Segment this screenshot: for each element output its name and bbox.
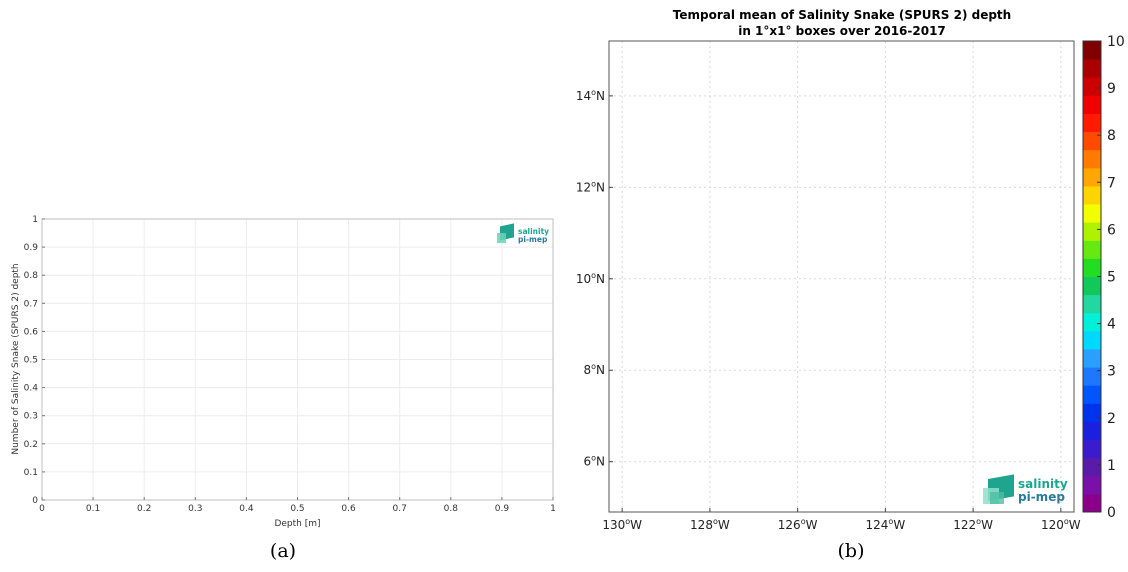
panel-b-x-tick-label: 128oW bbox=[690, 517, 730, 532]
colorbar-segment bbox=[1083, 167, 1101, 187]
panel-a-x-tick-label: 0.4 bbox=[239, 504, 254, 514]
panel-b-ticks: 130oW 128oW 126oW 124oW 122oW 120oW 6oN 8oN 10oN… bbox=[576, 88, 1081, 532]
colorbar-segment bbox=[1083, 367, 1101, 386]
panel-b-title-line1: Temporal mean of Salinity Snake (SPURS 2… bbox=[673, 8, 1011, 22]
panel-b-axes-box bbox=[608, 40, 1075, 513]
panel-b-x-tick-label: 126oW bbox=[778, 517, 818, 532]
panel-a-y-tick-label: 0.3 bbox=[24, 412, 38, 422]
panel-a-x-tick-label: 0 bbox=[39, 504, 45, 514]
caption-b: (b) bbox=[838, 540, 865, 562]
panel-a-x-tick-label: 0.7 bbox=[393, 504, 407, 514]
colorbar-segment bbox=[1083, 348, 1101, 368]
colorbar-tick-label: 4 bbox=[1107, 317, 1116, 333]
panel-a-y-tick-label: 0.2 bbox=[24, 440, 38, 450]
colorbar-segment bbox=[1083, 95, 1101, 114]
colorbar-segment bbox=[1083, 131, 1101, 151]
panel-a-y-tick-label: 0.1 bbox=[24, 468, 38, 478]
panel-a-y-tick-label: 1 bbox=[32, 215, 38, 225]
colorbar-tick-label: 7 bbox=[1107, 175, 1116, 191]
colorbar-segment bbox=[1083, 312, 1101, 332]
colorbar-segment bbox=[1083, 403, 1101, 422]
colorbar-tick-label: 8 bbox=[1107, 128, 1116, 144]
colorbar-tick-label: 1 bbox=[1107, 458, 1116, 474]
panel-b-x-tick-label: 124oW bbox=[866, 517, 906, 532]
colorbar-segment bbox=[1083, 421, 1101, 441]
colorbar-tick-label: 3 bbox=[1107, 364, 1116, 380]
panel-b-plot-area bbox=[609, 41, 1074, 512]
panel-a-logo-mark-shade bbox=[497, 233, 506, 243]
panel-a-logo-line1: salinity bbox=[518, 227, 549, 236]
panel-b-x-tick-label: 120oW bbox=[1041, 517, 1081, 532]
colorbar-segment bbox=[1083, 59, 1101, 78]
colorbar-segment bbox=[1083, 457, 1101, 477]
colorbar-segment bbox=[1083, 204, 1101, 223]
colorbar-segment bbox=[1083, 77, 1101, 96]
panel-a-x-tick-label: 0.9 bbox=[495, 504, 510, 514]
panel-b-x-tick-label: 130oW bbox=[602, 517, 642, 532]
panel-a-x-tick-label: 0.6 bbox=[341, 504, 356, 514]
colorbar-segment bbox=[1083, 113, 1101, 133]
colorbar-segment bbox=[1083, 41, 1101, 60]
panel-b-logo-line1: salinity bbox=[1018, 477, 1068, 491]
colorbar-tick-label: 5 bbox=[1107, 270, 1116, 286]
panel-a-x-tick-label: 0.2 bbox=[137, 504, 151, 514]
panel-a-y-tick-label: 0.7 bbox=[24, 299, 38, 309]
panel-b-title-line2: in 1°x1° boxes over 2016-2017 bbox=[738, 24, 946, 38]
panel-a-x-tick-label: 0.3 bbox=[188, 504, 202, 514]
panel-b-map: Temporal mean of Salinity Snake (SPURS 2… bbox=[576, 8, 1125, 532]
panel-a-logo: salinity pi-mep bbox=[497, 223, 549, 244]
panel-a-x-tick-label: 1 bbox=[550, 504, 556, 514]
panel-a-y-tick-label: 0.6 bbox=[24, 327, 39, 337]
panel-b-logo-line2: pi-mep bbox=[1018, 490, 1065, 504]
panel-b-x-tick-label: 122oW bbox=[953, 517, 993, 532]
colorbar-segment bbox=[1083, 222, 1101, 241]
colorbar-segment bbox=[1083, 439, 1101, 459]
panel-a-y-tick-label: 0.4 bbox=[24, 384, 39, 394]
caption-a: (a) bbox=[270, 540, 296, 562]
panel-a-x-axis-label: Depth [m] bbox=[274, 519, 320, 529]
panel-b-y-tick-label: 8oN bbox=[583, 362, 605, 377]
colorbar-segment bbox=[1083, 258, 1101, 277]
colorbar: 0 1 2 3 4 5 6 7 8 9 10 bbox=[1082, 34, 1125, 521]
colorbar-tick-label: 10 bbox=[1107, 34, 1125, 50]
panel-b-logo: salinity pi-mep bbox=[983, 474, 1068, 504]
panel-b-y-tick-label: 6oN bbox=[583, 454, 605, 469]
colorbar-segment bbox=[1083, 185, 1101, 205]
panel-b-logo-mark-shade2 bbox=[990, 492, 1004, 504]
panel-a-x-tick-label: 0.5 bbox=[290, 504, 304, 514]
colorbar-tick-label: 0 bbox=[1107, 505, 1116, 521]
colorbar-segment bbox=[1083, 493, 1101, 513]
colorbar-segment bbox=[1083, 149, 1101, 169]
colorbar-segment bbox=[1083, 276, 1101, 296]
colorbar-tick-label: 2 bbox=[1107, 411, 1116, 427]
panel-a-x-tick-label: 0.1 bbox=[86, 504, 100, 514]
panel-a-ticks: 0 0.1 0.2 0.3 0.4 0.5 0.6 0.7 0.8 0.9 1 0 0.1 0.2 0.3 0… bbox=[24, 215, 556, 514]
panel-a-chart: 0 0.1 0.2 0.3 0.4 0.5 0.6 0.7 0.8 0.9 1 0 0.1 0.2 0.3 0… bbox=[11, 215, 556, 529]
panel-a-y-tick-label: 0.8 bbox=[24, 271, 39, 281]
colorbar-segment bbox=[1083, 385, 1101, 404]
colorbar-tick-label: 9 bbox=[1107, 81, 1116, 97]
panel-b-y-tick-label: 12oN bbox=[576, 179, 605, 194]
colorbar-tick-label: 6 bbox=[1107, 222, 1116, 238]
panel-a-x-tick-label: 0.8 bbox=[444, 504, 459, 514]
panel-a-y-axis-label: Number of Salinity Snake (SPURS 2) depth bbox=[11, 263, 21, 454]
panel-b-grid bbox=[609, 41, 1074, 512]
panel-a-y-tick-label: 0.5 bbox=[24, 356, 38, 366]
colorbar-segment bbox=[1083, 294, 1101, 314]
panel-a-y-tick-label: 0 bbox=[32, 496, 38, 506]
panel-a-y-tick-label: 0.9 bbox=[24, 243, 39, 253]
panel-a-logo-line2: pi-mep bbox=[518, 235, 548, 244]
panel-b-y-tick-label: 10oN bbox=[576, 271, 605, 286]
colorbar-segment bbox=[1083, 240, 1101, 259]
panel-b-y-tick-label: 14oN bbox=[576, 88, 605, 103]
colorbar-segment bbox=[1083, 330, 1101, 350]
colorbar-segment bbox=[1083, 475, 1101, 495]
